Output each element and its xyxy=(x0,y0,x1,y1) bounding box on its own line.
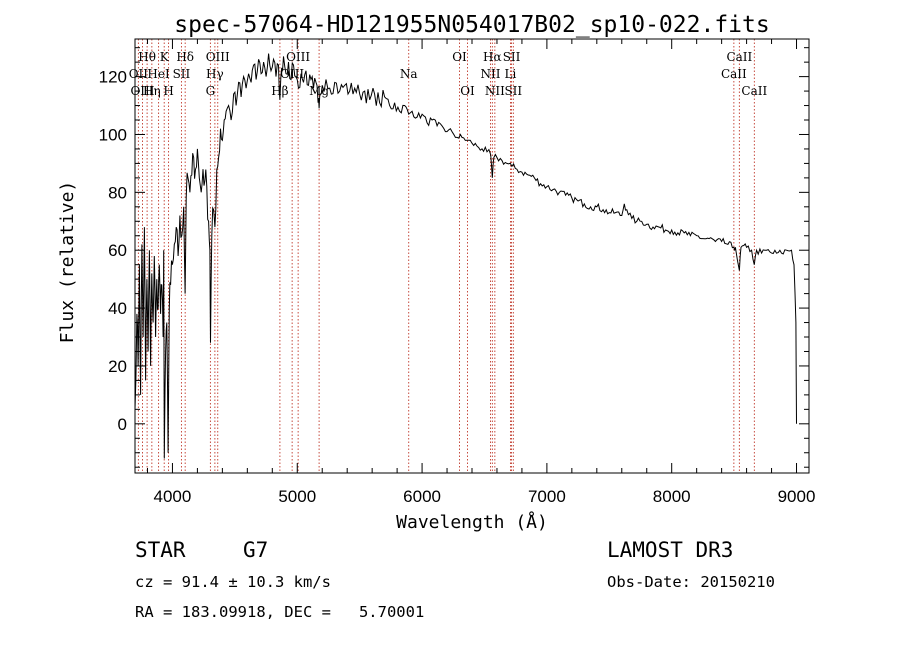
chart-title: spec-57064-HD121955N054017B02_sp10-022.f… xyxy=(174,12,769,38)
line-marker-label-4: HeI xyxy=(147,67,170,81)
line-marker-label-7: SII xyxy=(173,67,191,81)
line-marker-label-3: Hη xyxy=(143,84,161,98)
survey-name: LAMOST DR3 xyxy=(607,538,734,562)
line-marker-label-22: SII xyxy=(503,50,521,64)
line-marker-label-18: OI xyxy=(460,84,475,98)
y-axis-ticks: 0 20 40 60 80 100 120 xyxy=(99,47,809,468)
x-axis-label: Wavelength (Å) xyxy=(396,511,548,533)
line-marker-label-12: OIII xyxy=(286,50,310,64)
line-marker-label-5: K xyxy=(160,50,170,64)
line-marker-label-17: OI xyxy=(452,50,467,64)
line-marker-label-26: CaII xyxy=(721,67,747,81)
x-axis-ticks: 4000 5000 6000 7000 8000 9000 xyxy=(146,39,816,506)
line-marker-label-1: OII xyxy=(129,67,149,81)
x-tick-label-3: 7000 xyxy=(528,487,566,506)
line-markers xyxy=(137,39,755,473)
x-tick-label-4: 8000 xyxy=(653,487,691,506)
y-tick-label-5: 100 xyxy=(99,125,127,144)
line-marker-label-9: OIII xyxy=(206,50,230,64)
x-tick-label-5: 9000 xyxy=(778,487,816,506)
line-marker-label-11: G xyxy=(206,84,216,98)
line-marker-label-19: Hα xyxy=(483,50,502,64)
y-tick-label-0: 0 xyxy=(118,415,127,434)
line-marker-label-21: NII xyxy=(485,84,505,98)
line-marker-label-16: Na xyxy=(400,67,418,81)
line-marker-label-6: H xyxy=(163,84,173,98)
x-tick-label-1: 5000 xyxy=(278,487,316,506)
line-marker-label-13: OIII xyxy=(280,67,304,81)
redshift-velocity: cz = 91.4 ± 10.3 km/s xyxy=(135,573,331,591)
line-marker-label-2: OIII xyxy=(130,84,154,98)
object-class: STAR xyxy=(135,538,186,562)
line-marker-label-15: Mg xyxy=(309,84,329,98)
line-marker-label-23: Li xyxy=(505,67,517,81)
x-tick-label-2: 6000 xyxy=(403,487,441,506)
y-tick-label-3: 60 xyxy=(108,241,127,260)
line-marker-label-24: SII xyxy=(504,84,522,98)
y-tick-label-2: 40 xyxy=(108,299,127,318)
y-axis-label: Flux (relative) xyxy=(57,181,78,344)
line-marker-label-10: Hγ xyxy=(206,67,224,81)
line-marker-label-0: Hθ xyxy=(138,50,156,64)
line-marker-label-8: Hδ xyxy=(176,50,194,64)
y-tick-label-4: 80 xyxy=(108,183,127,202)
sky-coordinates: RA = 183.09918, DEC = 5.70001 xyxy=(135,603,425,621)
line-marker-label-25: CaII xyxy=(726,50,752,64)
spectrum-line xyxy=(134,53,797,459)
y-tick-label-6: 120 xyxy=(99,68,127,87)
line-marker-label-20: NII xyxy=(480,67,500,81)
x-tick-label-0: 4000 xyxy=(154,487,192,506)
line-marker-label-27: CaII xyxy=(741,84,767,98)
observation-date: Obs-Date: 20150210 xyxy=(607,573,775,591)
object-subclass: G7 xyxy=(243,538,269,562)
y-tick-label-1: 20 xyxy=(108,357,127,376)
